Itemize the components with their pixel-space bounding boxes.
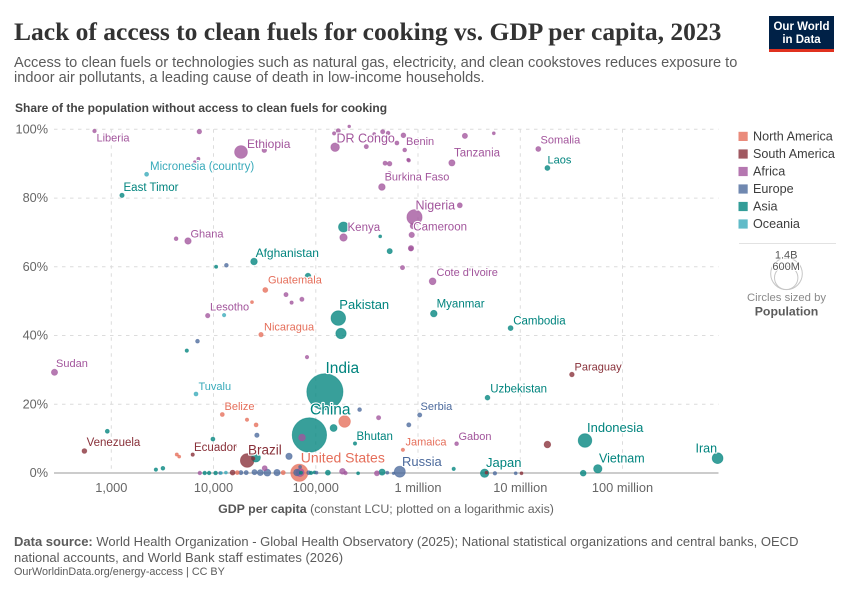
- svg-text:100%: 100%: [16, 122, 48, 136]
- svg-text:DR Congo: DR Congo: [337, 132, 395, 146]
- svg-text:Nigeria: Nigeria: [416, 199, 456, 213]
- svg-text:Lesotho: Lesotho: [210, 301, 249, 313]
- svg-text:Myanmar: Myanmar: [437, 299, 485, 311]
- svg-text:Laos: Laos: [548, 155, 572, 167]
- svg-text:Burkina Faso: Burkina Faso: [385, 172, 450, 184]
- svg-text:600M: 600M: [772, 261, 800, 273]
- svg-text:100 million: 100 million: [592, 480, 653, 495]
- svg-text:China: China: [310, 402, 351, 419]
- svg-text:Micronesia (country): Micronesia (country): [150, 161, 254, 173]
- svg-text:Cambodia: Cambodia: [513, 316, 566, 328]
- svg-text:10,000: 10,000: [194, 480, 233, 495]
- svg-text:1,000: 1,000: [95, 480, 127, 495]
- svg-text:Sudan: Sudan: [56, 358, 88, 370]
- svg-text:Jamaica: Jamaica: [406, 436, 448, 448]
- svg-text:Tanzania: Tanzania: [454, 148, 501, 160]
- svg-text:Serbia: Serbia: [421, 401, 454, 413]
- svg-text:Europe: Europe: [753, 182, 794, 196]
- svg-text:60%: 60%: [23, 260, 48, 274]
- svg-text:Gabon: Gabon: [459, 431, 492, 443]
- svg-text:South America: South America: [753, 147, 835, 161]
- svg-text:Afghanistan: Afghanistan: [256, 246, 319, 260]
- svg-text:Liberia: Liberia: [97, 133, 131, 145]
- svg-text:Iran: Iran: [696, 441, 718, 455]
- svg-text:Pakistan: Pakistan: [339, 297, 389, 312]
- svg-text:10 million: 10 million: [493, 480, 547, 495]
- svg-text:Paraguay: Paraguay: [575, 362, 623, 374]
- svg-text:Africa: Africa: [753, 165, 785, 179]
- svg-text:East Timor: East Timor: [124, 182, 179, 194]
- svg-text:100,000: 100,000: [293, 480, 339, 495]
- svg-text:Kenya: Kenya: [348, 222, 381, 234]
- svg-text:Bhutan: Bhutan: [357, 431, 393, 443]
- svg-text:Indonesia: Indonesia: [587, 420, 644, 435]
- svg-text:Nicaragua: Nicaragua: [264, 321, 315, 333]
- svg-text:Russia: Russia: [402, 454, 443, 469]
- svg-text:Circles sized by: Circles sized by: [747, 292, 826, 304]
- svg-text:Japan: Japan: [486, 455, 521, 470]
- svg-text:GDP per capita (constant LCU;: GDP per capita (constant LCU; plotted on…: [218, 502, 554, 516]
- svg-text:1.4B: 1.4B: [775, 250, 798, 262]
- svg-text:Ghana: Ghana: [191, 229, 225, 241]
- svg-text:Benin: Benin: [406, 136, 434, 148]
- svg-text:0%: 0%: [30, 466, 48, 480]
- svg-text:Cameroon: Cameroon: [413, 221, 467, 233]
- svg-text:40%: 40%: [23, 329, 48, 343]
- svg-text:Vietnam: Vietnam: [599, 451, 645, 465]
- svg-text:1 million: 1 million: [395, 480, 442, 495]
- svg-text:Uzbekistan: Uzbekistan: [490, 383, 547, 395]
- svg-text:Ethiopia: Ethiopia: [247, 137, 291, 151]
- svg-text:Population: Population: [755, 304, 819, 318]
- svg-text:Asia: Asia: [753, 200, 778, 214]
- svg-text:Cote d'Ivoire: Cote d'Ivoire: [437, 267, 498, 279]
- svg-text:United States: United States: [301, 449, 385, 465]
- svg-text:Venezuela: Venezuela: [87, 437, 141, 449]
- svg-text:80%: 80%: [23, 191, 48, 205]
- svg-text:Oceania: Oceania: [753, 217, 800, 231]
- svg-text:India: India: [326, 360, 360, 377]
- svg-text:Ecuador: Ecuador: [194, 442, 237, 454]
- svg-text:Tuvalu: Tuvalu: [199, 381, 232, 393]
- svg-text:Brazil: Brazil: [248, 442, 282, 457]
- svg-text:North America: North America: [753, 129, 833, 143]
- svg-text:Belize: Belize: [225, 401, 255, 413]
- svg-text:Guatemala: Guatemala: [268, 275, 323, 287]
- svg-text:20%: 20%: [23, 397, 48, 411]
- svg-text:Somalia: Somalia: [541, 135, 582, 147]
